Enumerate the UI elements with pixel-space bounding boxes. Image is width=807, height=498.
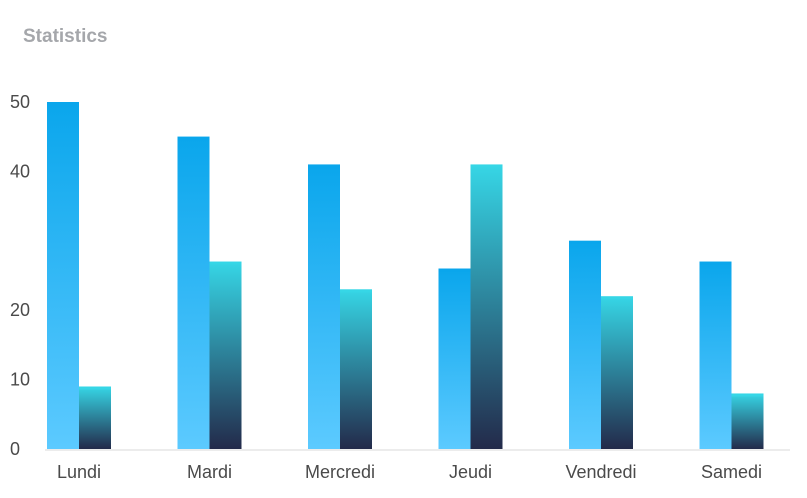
x-tick-label: Jeudi — [449, 462, 492, 482]
x-tick-label: Lundi — [57, 462, 101, 482]
y-tick-label: 20 — [10, 300, 30, 320]
y-tick-label: 50 — [10, 92, 30, 112]
bar-cap — [601, 296, 633, 300]
bar-series1-vendredi[interactable] — [569, 240, 601, 449]
bar-cap — [177, 136, 210, 140]
bar-series2-jeudi[interactable] — [470, 164, 503, 449]
bars-group — [47, 102, 764, 449]
x-tick-label: Samedi — [701, 462, 762, 482]
bar-series2-samedi[interactable] — [731, 393, 764, 449]
y-tick-label: 10 — [10, 370, 30, 390]
x-tick-label: Mardi — [187, 462, 232, 482]
bar-series1-samedi[interactable] — [699, 261, 732, 449]
bar-cap — [47, 102, 79, 105]
bar-cap — [731, 393, 764, 397]
bar-cap — [340, 289, 372, 293]
bar-series2-vendredi[interactable] — [601, 296, 633, 449]
bar-cap — [79, 386, 111, 390]
bar-series2-mardi[interactable] — [209, 261, 242, 449]
bar-cap — [470, 164, 503, 168]
bar-cap — [438, 268, 471, 272]
x-axis-labels: Lundi Mardi Mercredi Jeudi Vendredi Samedi — [57, 462, 762, 482]
x-tick-label: Vendredi — [565, 462, 636, 482]
bar-series1-jeudi[interactable] — [438, 268, 471, 449]
bar-series1-mercredi[interactable] — [308, 164, 340, 449]
bar-cap — [569, 240, 601, 244]
bar-series1-lundi[interactable] — [47, 102, 79, 449]
chart-title: Statistics — [23, 26, 108, 47]
bar-series1-mardi[interactable] — [177, 136, 210, 449]
bar-cap — [699, 261, 732, 265]
y-tick-label: 0 — [10, 439, 20, 459]
bar-cap — [308, 164, 340, 168]
x-tick-label: Mercredi — [305, 462, 375, 482]
y-tick-label: 40 — [10, 161, 30, 181]
y-axis-ticks: 0 10 20 40 50 — [10, 92, 30, 459]
bar-series2-mercredi[interactable] — [340, 289, 372, 449]
bar-cap — [209, 261, 242, 265]
bar-series2-lundi[interactable] — [79, 386, 111, 449]
